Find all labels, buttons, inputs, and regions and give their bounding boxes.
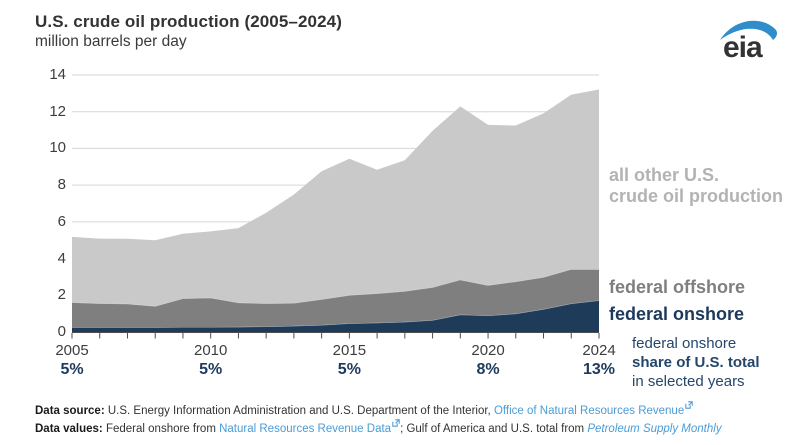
area-federal-offshore bbox=[72, 269, 599, 328]
page-title: U.S. crude oil production (2005–2024) bbox=[35, 12, 342, 31]
onrr-link[interactable]: Office of Natural Resources Revenue bbox=[493, 404, 685, 417]
y-axis-label: 2 bbox=[57, 286, 66, 304]
legend-federal-offshore: federal offshore bbox=[609, 277, 746, 297]
legend-all-other: all other U.S. crude oil production bbox=[609, 165, 795, 207]
chart-units-subtitle: million barrels per day bbox=[35, 33, 187, 50]
area-all-other-u-s-crude-oil-production bbox=[72, 89, 599, 307]
share-percent-label: 5% bbox=[337, 361, 361, 378]
x-axis-label: 2010 bbox=[193, 342, 228, 359]
data-values-text2: ; Gulf of America and U.S. total from bbox=[400, 423, 588, 436]
share-annotation-line2: share of U.S. total bbox=[632, 354, 760, 371]
legend-federal-onshore: federal onshore bbox=[609, 304, 745, 324]
y-axis-label: 0 bbox=[57, 323, 66, 340]
y-axis-label: 12 bbox=[49, 102, 66, 120]
x-axis-label: 2020 bbox=[471, 342, 505, 359]
eia-logo: eia bbox=[720, 20, 777, 62]
x-axis-label: 2015 bbox=[332, 342, 367, 359]
share-percent-label: 8% bbox=[476, 361, 500, 378]
data-values-label: Data values: bbox=[35, 423, 103, 436]
x-axis-label: 2024 bbox=[582, 342, 616, 359]
share-annotation: federal onshore share of U.S. total in s… bbox=[632, 334, 792, 391]
data-source-line: Data source: U.S. Energy Information Adm… bbox=[35, 401, 722, 419]
legend-all-other-line2: crude oil production bbox=[609, 186, 783, 206]
eia-logo-swoosh-icon bbox=[720, 20, 777, 40]
psm-link[interactable]: Petroleum Supply Monthly bbox=[587, 423, 722, 436]
area-federal-onshore bbox=[72, 300, 599, 332]
share-annotation-line1: federal onshore bbox=[632, 335, 737, 352]
share-percent-label: 5% bbox=[199, 361, 223, 378]
share-percent-label: 5% bbox=[60, 361, 84, 378]
y-axis-label: 6 bbox=[57, 212, 66, 230]
y-axis-label: 4 bbox=[57, 249, 66, 267]
legend-all-other-line1: all other U.S. bbox=[609, 165, 720, 185]
series-boundary bbox=[72, 299, 600, 328]
x-axis-label: 2005 bbox=[55, 342, 89, 359]
data-values-line: Data values: Federal onshore from Natura… bbox=[35, 419, 722, 437]
share-annotation-line3: in selected years bbox=[632, 373, 745, 390]
y-axis-label: 8 bbox=[57, 176, 66, 194]
data-source-text: U.S. Energy Information Administration a… bbox=[104, 404, 494, 417]
data-source-label: Data source: bbox=[35, 404, 105, 417]
eia-logo-text: eia bbox=[723, 31, 763, 62]
data-values-text1: Federal onshore from bbox=[102, 423, 220, 436]
nrrd-link[interactable]: Natural Resources Revenue Data bbox=[219, 423, 392, 436]
external-link-icon bbox=[392, 419, 400, 428]
footer-sources: Data source: U.S. Energy Information Adm… bbox=[35, 401, 722, 438]
y-axis-label: 10 bbox=[49, 139, 66, 157]
share-percent-label: 13% bbox=[582, 361, 616, 378]
external-link-icon bbox=[685, 401, 693, 409]
y-axis-label: 14 bbox=[49, 66, 66, 83]
